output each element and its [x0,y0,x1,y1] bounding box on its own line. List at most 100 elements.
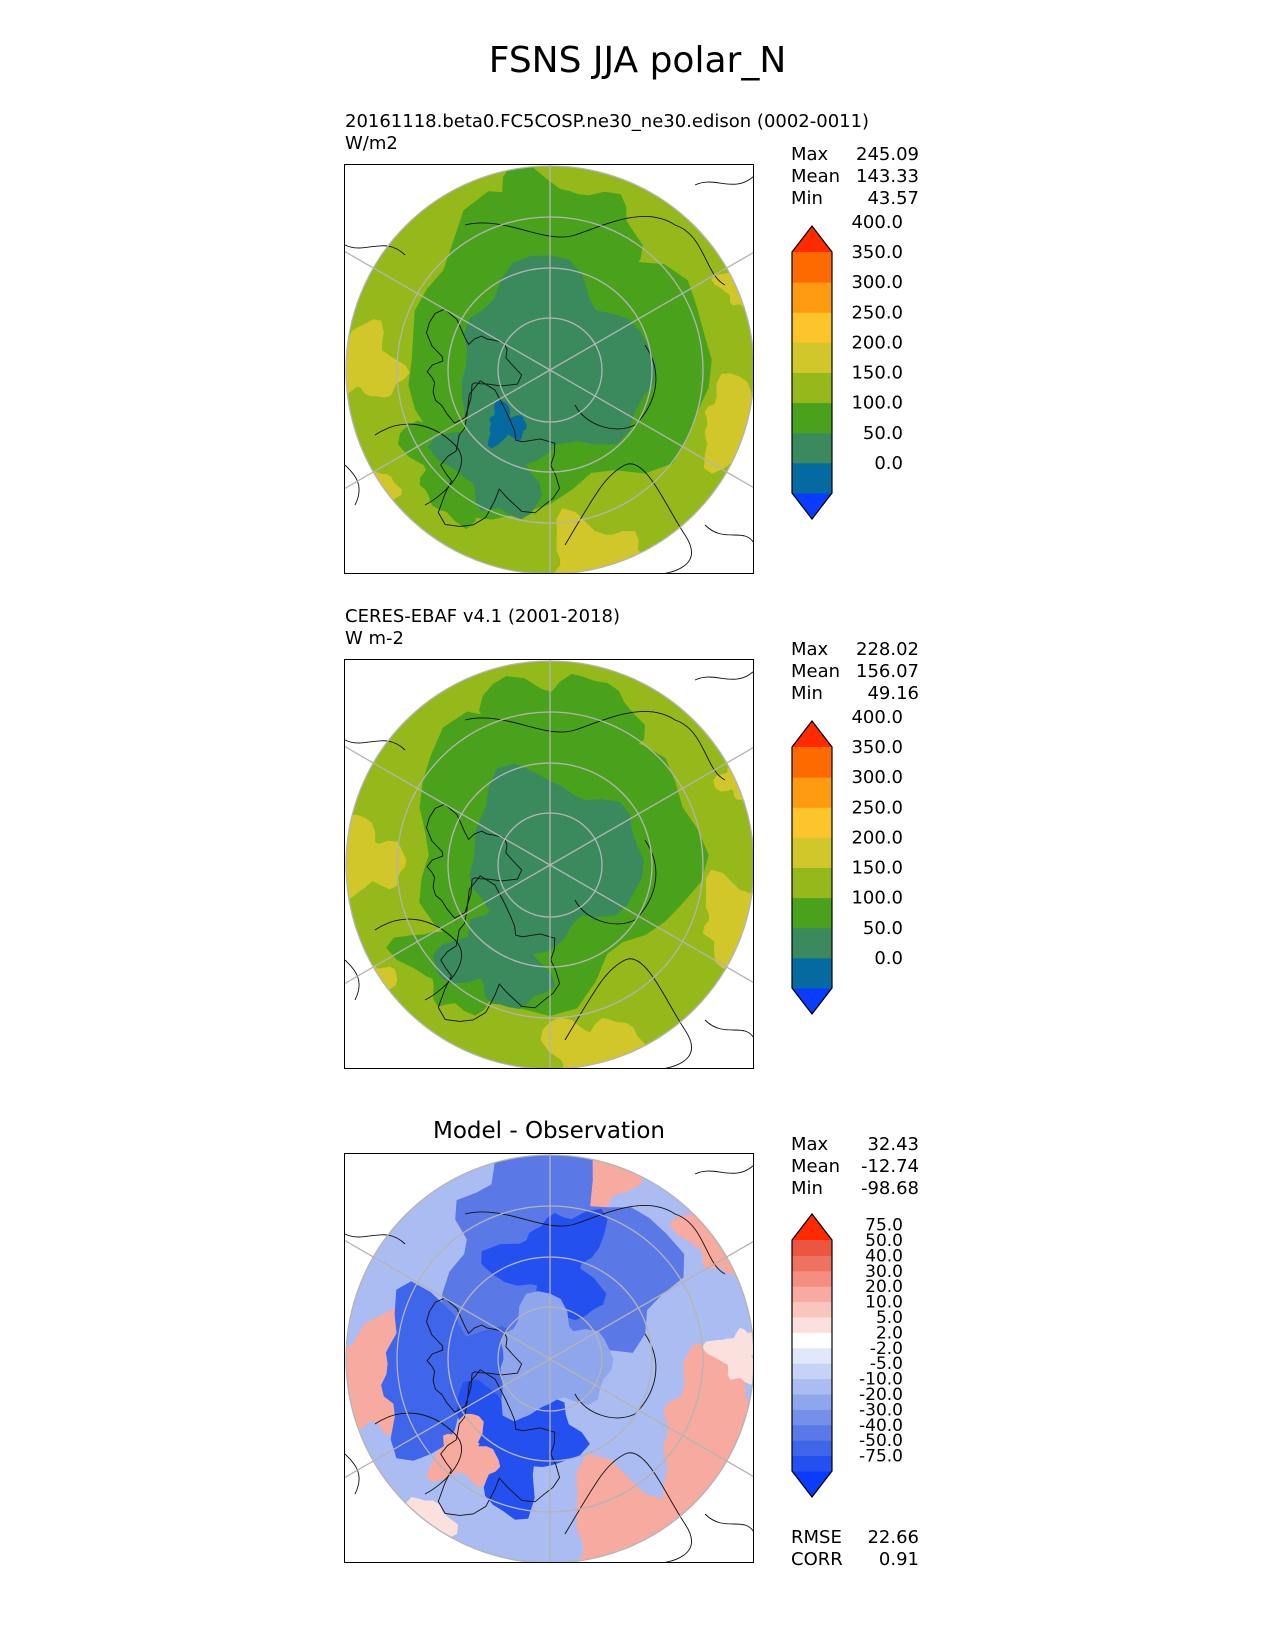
colorbar-band [792,402,832,434]
field-patch-negative [481,1208,608,1321]
model-stats: Max 245.09 Mean 143.33 Min 43.57 [791,144,919,210]
colorbar-tick-label: 50.0 [863,423,903,444]
colorbar-tick-label: 50.0 [863,918,903,939]
stat-row-min: Min 43.57 [791,188,919,210]
stat-row-max: Max 245.09 [791,144,919,166]
colorbar-tick-label: 350.0 [851,737,903,758]
diff-map [344,1153,754,1563]
stat-label: Max [791,639,829,660]
stat-label: CORR [791,1549,843,1570]
coastline [426,803,523,919]
coastline [564,958,692,1068]
meridian-line [549,1241,753,1360]
colorbar-tick-label: -10.0 [859,1370,903,1390]
stat-row-mean: Mean 143.33 [791,166,919,188]
obs-name: CERES-EBAF v4.1 (2001-2018) [345,606,621,627]
field-band-100 [427,408,555,520]
coastline [564,1452,692,1562]
meridian-line [345,745,551,866]
colorbar-extend-high [792,721,832,747]
stat-row-mean: Mean 156.07 [791,661,919,683]
diff-skill-stats: RMSE 22.66 CORR 0.91 [791,1527,919,1571]
stat-label: Min [791,188,823,209]
coastline [464,1205,726,1275]
stat-row-max: Max 32.43 [791,1134,919,1156]
meridian-line [345,1239,551,1360]
stat-label: Min [791,1178,823,1199]
coastlines [345,671,753,1068]
colorbar-extend-low [792,988,832,1014]
obs-colorbar: 0.0 50.0 100.0 150.0 200.0 250.0 300.0 350.0 400… [791,707,911,1021]
stat-row-min: Min 49.16 [791,683,919,705]
colorbar-band [792,462,832,494]
field-band-100 [461,255,657,462]
colorbar-tick-label: 40.0 [865,1246,903,1266]
meridian-line [549,747,753,866]
stat-value: 49.16 [867,683,919,704]
colorbar-band [792,312,832,343]
coastline [426,1297,523,1413]
field-patch-high [346,319,410,399]
colorbar-band [792,1424,832,1441]
stat-value: -12.74 [860,1156,919,1177]
stat-value: 0.91 [878,1549,919,1570]
colorbar-band [792,1332,832,1349]
stat-label: Max [791,1134,829,1155]
stat-row-rmse: RMSE 22.66 [791,1527,919,1549]
colorbar-tick-label: 5.0 [876,1308,903,1328]
field-patch-negative [456,1379,590,1520]
field-patch-high [703,373,753,474]
meridian-line [345,1358,551,1479]
colorbar-band [792,777,832,808]
obs-title: CERES-EBAF v4.1 (2001-2018) W m-2 [345,606,620,650]
stat-row-max: Max 228.02 [791,639,919,661]
colorbar-outline [791,720,833,1015]
colorbar-band [792,1317,832,1333]
colorbar-tick-label: 100.0 [851,888,903,909]
colorbar-tick-label: -20.0 [859,1385,903,1405]
colorbar-tick-label: 2.0 [876,1323,903,1343]
coastline [345,671,753,1038]
stat-value: 156.07 [856,661,919,682]
colorbar-band [792,1455,832,1472]
colorbar-band [792,1286,832,1303]
colorbar-band [792,252,832,283]
colorbar-tick-label: 250.0 [851,797,903,818]
field-patch-high [346,814,407,903]
coastline [574,344,657,430]
colorbar-tick-label: 10.0 [865,1293,903,1313]
colorbar-extend-high [792,1214,832,1240]
colorbar-extend-high [792,226,832,252]
coastline [574,1333,657,1419]
model-units: W/m2 [345,133,398,154]
colorbar-tick-label: 30.0 [865,1262,903,1282]
colorbar-band [792,1378,832,1395]
stat-value: 43.57 [867,188,919,209]
model-colorbar: 0.0 50.0 100.0 150.0 200.0 250.0 300.0 350.0 400… [791,212,911,526]
coastline [437,380,561,527]
model-map [344,164,754,574]
field-band-50 [487,400,527,449]
colorbar-tick-label: -2.0 [870,1339,903,1359]
obs-map [344,659,754,1069]
colorbar-tick-label: 350.0 [851,242,903,263]
coastline [374,423,462,506]
coastlines [345,1165,753,1562]
stat-label: Mean [791,661,841,682]
colorbar-tick-label: -50.0 [859,1431,903,1451]
graticule [345,165,753,573]
field-patch-positive [426,1413,501,1487]
colorbar-band [792,1440,832,1457]
field-patch-weak [701,1327,753,1385]
colorbar-band [792,1363,832,1380]
meridian-line [549,252,753,371]
colorbar-tick-label: 150.0 [851,363,903,384]
stat-row-mean: Mean -12.74 [791,1156,919,1178]
colorbar-band [792,1394,832,1410]
field-patch-negative [500,1291,614,1422]
figure-title: FSNS JJA polar_N [488,40,787,81]
colorbar-band [792,1347,832,1364]
meridian-line [345,250,551,371]
graticule [345,1154,753,1562]
coastline [374,1412,462,1495]
